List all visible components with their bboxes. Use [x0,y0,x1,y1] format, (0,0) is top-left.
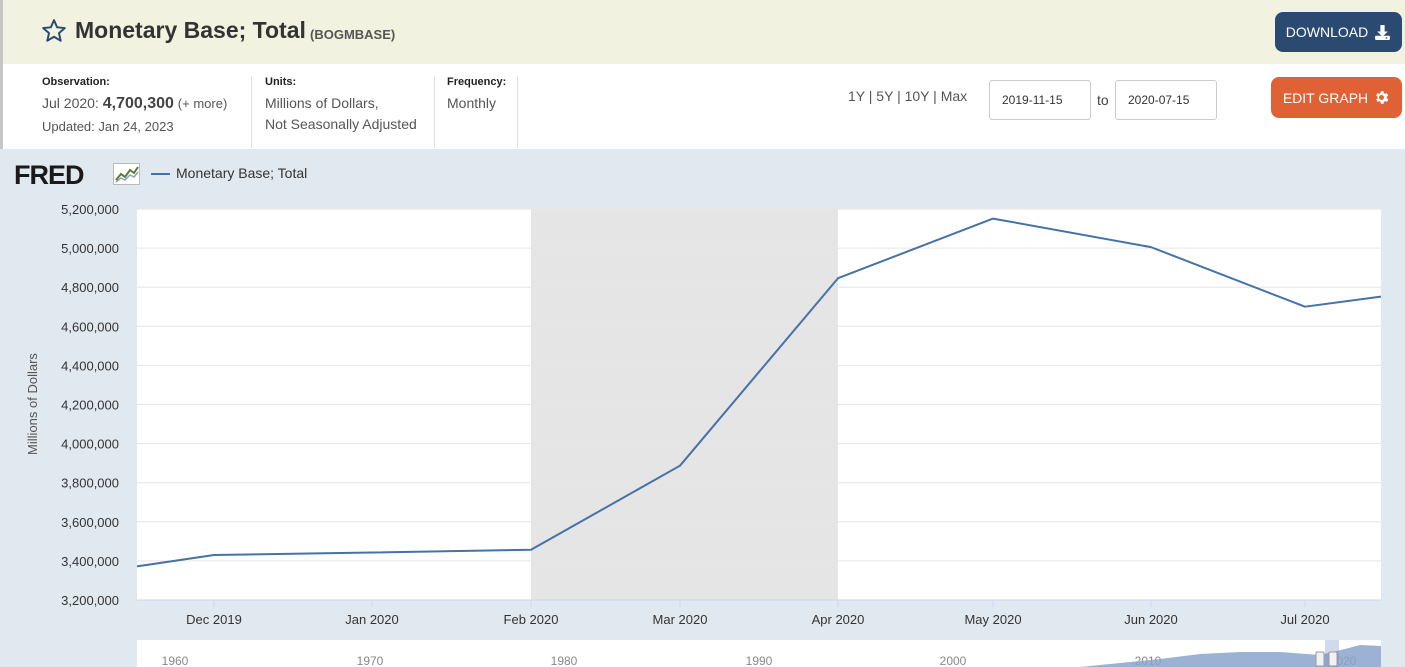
frequency-value: Monthly [447,95,497,111]
units-line-1: Millions of Dollars, [265,95,379,111]
x-tick-label: Dec 2019 [186,612,242,627]
units-line-2: Not Seasonally Adjusted [265,116,417,132]
range-5y-link[interactable]: 5Y [876,88,894,104]
updated-date: Updated: Jan 24, 2023 [42,119,174,134]
observation-more-link[interactable]: (+ more) [177,96,228,111]
observation-panel: Observation: Jul 2020: 4,700,300 (+ more… [39,76,252,148]
navigator-left-handle[interactable] [1315,651,1325,667]
line-chart: 3,200,000 3,400,000 3,600,000 3,800,000 4,00… [25,202,1382,667]
end-date-input[interactable]: 2020-07-15 [1115,80,1217,120]
series-id: (BOGMBASE) [310,27,396,42]
range-max-link[interactable]: Max [940,88,968,104]
series-header: Monetary Base; Total (BOGMBASE) DOWNLOAD [0,0,1405,64]
units-panel: Units: Millions of Dollars, Not Seasonal… [265,76,435,148]
range-separator: | [933,88,941,104]
series-line[interactable] [136,217,1382,568]
observation-value: 4,700,300 [102,95,174,112]
range-1y-link[interactable]: 1Y [848,88,865,104]
edit-graph-button[interactable]: EDIT GRAPH [1271,77,1402,118]
y-tick-label: 5,200,000 [61,202,119,217]
units-label: Units: [265,76,297,88]
start-date-input[interactable]: 2019-11-15 [989,80,1091,120]
gear-icon [1376,91,1389,104]
y-axis-label: Millions of Dollars [25,353,40,455]
y-tick-label: 5,000,000 [61,241,119,256]
to-label: to [1097,92,1109,108]
download-button[interactable]: DOWNLOAD [1275,12,1402,52]
range-separator: | [868,88,877,104]
navigator-right-handle[interactable] [1328,651,1338,667]
download-button-label: DOWNLOAD [1285,24,1369,40]
fred-graph-icon [113,163,140,185]
range-separator: | [897,88,905,104]
navigator-tick-label: 2000 [940,654,967,667]
observation-line: Jul 2020: 4,700,300 (+ more) [42,95,251,113]
x-tick-label: Apr 2020 [812,612,865,627]
navigator-series-area [1080,645,1381,667]
navigator-tick-label: 1990 [746,654,773,667]
y-tick-label: 4,600,000 [61,319,119,334]
y-tick-label: 4,200,000 [61,398,119,413]
x-tick-label: Jun 2020 [1124,612,1178,627]
chart-area: FRED Monetary Base; Total 3,200,000 3,400… [0,149,1405,667]
observation-date: Jul 2020: [42,95,99,111]
range-10y-link[interactable]: 10Y [904,88,930,104]
x-tick-label: Mar 2020 [653,612,708,627]
x-tick-label: Jan 2020 [345,612,399,627]
y-tick-label: 3,200,000 [61,593,119,608]
legend-swatch [151,173,170,175]
y-tick-label: 3,800,000 [61,476,119,491]
units-value: Millions of Dollars, Not Seasonally Adju… [265,93,434,135]
series-meta-bar: Observation: Jul 2020: 4,700,300 (+ more… [0,64,1405,149]
navigator-tick-label: 1980 [551,654,578,667]
range-selector: 1Y | 5Y | 10Y | Max [848,88,967,104]
frequency-label: Frequency: [447,76,507,88]
edit-graph-label: EDIT GRAPH [1282,89,1369,106]
download-icon [1375,24,1391,40]
x-tick-label: May 2020 [964,612,1021,627]
fred-logo[interactable]: FRED [14,160,84,190]
x-tick-label: Jul 2020 [1280,612,1329,627]
y-tick-label: 4,400,000 [61,358,119,373]
y-tick-label: 3,400,000 [61,554,119,569]
y-tick-label: 3,600,000 [61,515,119,530]
frequency-panel: Frequency: Monthly [447,76,518,148]
legend-label: Monetary Base; Total [176,165,308,181]
observation-label: Observation: [42,76,110,88]
page-title: Monetary Base; Total [75,17,306,43]
y-tick-label: 4,000,000 [61,437,119,452]
navigator-tick-label: 1960 [162,654,189,667]
navigator-tick-label: 1970 [357,654,384,667]
star-outline-icon[interactable] [41,18,67,44]
y-tick-label: 4,800,000 [61,280,119,295]
x-tick-label: Feb 2020 [504,612,559,627]
